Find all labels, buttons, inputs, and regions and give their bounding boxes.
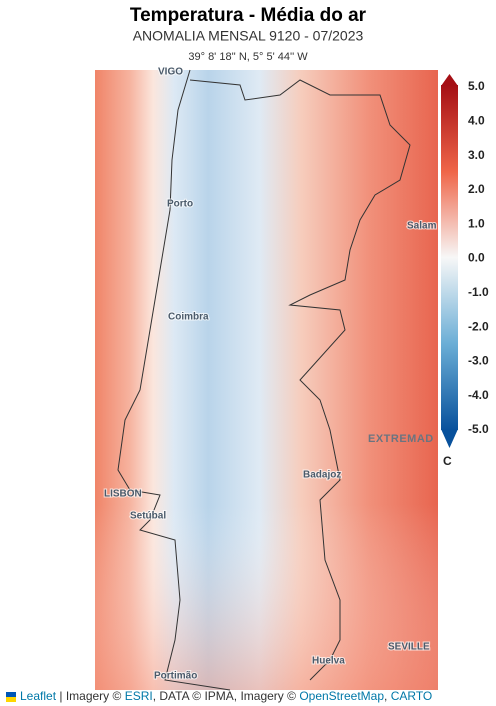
colorbar-tick-label: 5.0	[468, 79, 485, 93]
colorbar-tick-label: 4.0	[468, 113, 485, 127]
attribution: Leaflet | Imagery © ESRI, DATA © IPMA, I…	[20, 689, 432, 703]
flag-bottom	[6, 697, 16, 702]
anomaly-layer-south	[95, 70, 438, 690]
city-label: Porto	[167, 199, 193, 210]
colorbar-tick-label: 2.0	[468, 182, 485, 196]
colorbar	[441, 85, 458, 430]
colorbar-tick-label: -2.0	[468, 319, 489, 333]
city-label: SEVILLE	[388, 642, 430, 653]
colorbar-min-arrow	[441, 429, 458, 448]
colorbar-tick-label: 1.0	[468, 216, 485, 230]
city-label: Setúbal	[130, 511, 166, 522]
colorbar-tick-label: -3.0	[468, 354, 489, 368]
colorbar-tick-label: -4.0	[468, 388, 489, 402]
colorbar-tick-label: -5.0	[468, 422, 489, 436]
attribution-link[interactable]: CARTO	[391, 689, 433, 703]
attribution-text: | Imagery ©	[56, 689, 125, 703]
colorbar-max-arrow	[441, 74, 458, 86]
region-label: EXTREMAD	[368, 433, 434, 445]
attribution-text: ,	[384, 689, 391, 703]
flag-top	[6, 692, 16, 697]
attribution-link[interactable]: ESRI	[125, 689, 153, 703]
subtitle: ANOMALIA MENSAL 9120 - 07/2023	[133, 28, 364, 44]
map[interactable]	[95, 69, 438, 691]
city-label: Badajoz	[303, 470, 341, 481]
attribution-text: , DATA © IPMA, Imagery ©	[153, 689, 300, 703]
attribution-link[interactable]: OpenStreetMap	[299, 689, 384, 703]
title: Temperatura - Média do ar	[130, 5, 367, 26]
colorbar-tick-label: 3.0	[468, 148, 485, 162]
city-label: Coimbra	[168, 312, 209, 323]
city-label: VIGO	[158, 67, 183, 78]
colorbar-tick-label: 0.0	[468, 251, 485, 265]
city-label: LISBON	[104, 489, 142, 500]
city-label: Portimão	[154, 671, 197, 682]
colorbar-unit: C	[443, 454, 452, 468]
city-label: Salam	[407, 221, 437, 232]
coordinates: 39° 8' 18'' N, 5° 5' 44'' W	[188, 51, 308, 63]
city-label: Huelva	[312, 656, 345, 667]
colorbar-tick-label: -1.0	[468, 285, 489, 299]
attribution-link[interactable]: Leaflet	[20, 689, 57, 703]
coastline	[117, 69, 231, 691]
border	[189, 79, 411, 681]
